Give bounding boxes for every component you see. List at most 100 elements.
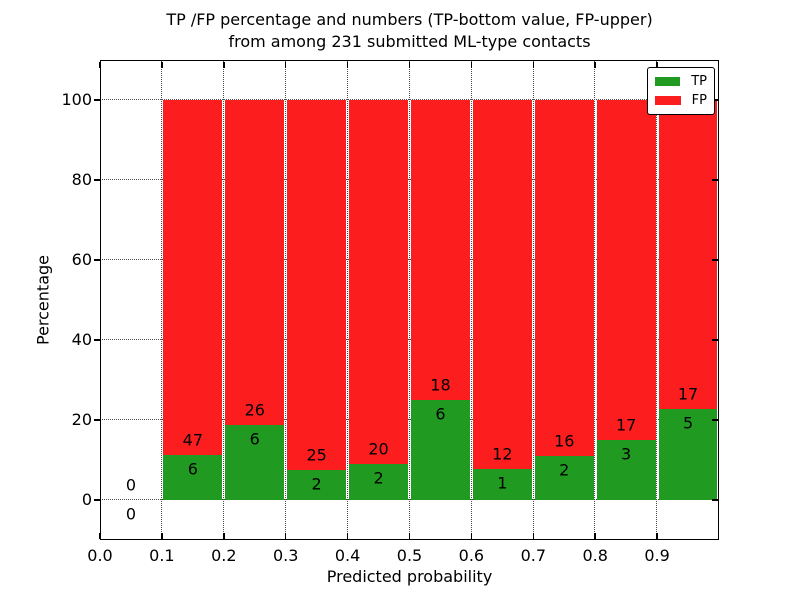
x-tick-label: 0.5 xyxy=(396,546,423,565)
x-tick-label: 0.0 xyxy=(87,546,113,565)
bar-tp-segment xyxy=(411,400,470,500)
chart-title-line-1: TP /FP percentage and numbers (TP-bottom… xyxy=(166,10,653,29)
gridline-v xyxy=(346,60,348,540)
y-tick-label: 100 xyxy=(61,90,92,109)
tp-count-label: 6 xyxy=(187,459,198,479)
tp-count-label: 6 xyxy=(435,404,446,424)
x-tick-top xyxy=(346,61,349,68)
plot-area-border xyxy=(100,60,719,540)
tp-count-label: 6 xyxy=(249,429,260,449)
y-tick-right xyxy=(711,419,718,421)
x-tick-top xyxy=(532,61,535,68)
bar-fp-segment xyxy=(472,100,532,470)
fp-count-label: 12 xyxy=(492,444,513,464)
x-tick-top xyxy=(470,61,473,68)
x-tick xyxy=(346,532,349,539)
legend: TP FP xyxy=(647,67,715,115)
x-tick xyxy=(99,532,101,539)
x-tick xyxy=(284,532,287,539)
legend-row: TP xyxy=(655,74,707,89)
bar-tp-segment xyxy=(287,470,347,500)
y-tick-label: 60 xyxy=(71,250,92,269)
x-tick-top xyxy=(284,61,287,68)
legend-row: FP xyxy=(655,93,707,108)
x-tick-label: 0.3 xyxy=(272,546,299,565)
bar-tp-segment xyxy=(534,455,594,500)
y-tick-right xyxy=(711,259,718,261)
y-tick xyxy=(94,179,100,181)
tp-count-label: 2 xyxy=(373,468,384,488)
bar-fp-segment xyxy=(349,100,408,464)
chart-title-line-2: from among 231 submitted ML-type contact… xyxy=(228,32,591,51)
tp-count-label: 2 xyxy=(559,460,570,480)
fp-count-label: 0 xyxy=(125,475,137,495)
fp-count-label: 18 xyxy=(430,375,451,395)
bar-fp-segment xyxy=(534,100,594,456)
legend-label: FP xyxy=(691,92,707,108)
gridline-v xyxy=(470,60,472,540)
x-tick-label: 0.8 xyxy=(582,546,608,565)
tp-count-label: 3 xyxy=(621,444,632,464)
gridline-v xyxy=(532,60,534,540)
bar-fp-segment xyxy=(596,100,656,440)
fp-count-label: 17 xyxy=(677,384,699,404)
x-axis-label: Predicted probability xyxy=(326,567,493,586)
y-tick-right xyxy=(711,339,718,341)
y-tick xyxy=(94,339,100,341)
y-tick-label: 20 xyxy=(71,410,92,429)
x-tick-top xyxy=(223,61,225,68)
fp-count-label: 17 xyxy=(615,415,637,435)
x-tick-label: 0.9 xyxy=(644,546,670,565)
legend-swatch-tp-icon xyxy=(655,77,681,87)
bar-fp-segment xyxy=(411,100,470,400)
bar-tp-segment xyxy=(658,409,718,500)
y-tick xyxy=(94,99,100,101)
x-tick xyxy=(161,532,163,539)
bar-tp-segment xyxy=(349,463,408,500)
y-tick xyxy=(94,259,100,261)
gridline-v xyxy=(161,60,163,540)
tp-count-label: 1 xyxy=(497,473,508,493)
tp-count-label: 2 xyxy=(311,474,322,494)
bar-tp-segment xyxy=(225,425,285,500)
y-tick xyxy=(94,419,100,421)
x-tick xyxy=(656,532,658,539)
legend-label: TP xyxy=(691,74,707,90)
gridline-v xyxy=(223,60,225,540)
tp-count-label: 5 xyxy=(682,413,694,433)
bar-tp-segment xyxy=(163,454,223,500)
x-tick xyxy=(223,532,225,539)
gridline-v xyxy=(408,60,410,540)
y-tick-right xyxy=(711,179,718,181)
x-tick-top xyxy=(656,61,658,68)
x-tick-label: 0.1 xyxy=(149,546,175,565)
tp-count-label: 0 xyxy=(125,504,137,524)
gridline-v xyxy=(656,60,658,540)
y-tick-label: 0 xyxy=(81,490,92,509)
x-tick-top xyxy=(161,61,163,68)
x-tick-top xyxy=(594,61,596,68)
bar-fp-segment xyxy=(163,100,223,455)
y-tick-right xyxy=(711,499,718,501)
fp-count-label: 25 xyxy=(306,445,327,465)
x-tick-label: 0.2 xyxy=(211,546,237,565)
bar-fp-segment xyxy=(225,100,285,425)
x-tick-top xyxy=(99,61,101,68)
x-tick xyxy=(532,532,535,539)
y-tick xyxy=(94,499,100,501)
x-tick-label: 0.7 xyxy=(520,546,547,565)
bar-tp-segment xyxy=(596,440,656,500)
fp-count-label: 47 xyxy=(182,430,204,450)
fp-count-label: 16 xyxy=(554,431,575,451)
gridline-v xyxy=(284,60,286,540)
x-tick-label: 0.6 xyxy=(458,546,485,565)
bar-fp-segment xyxy=(287,100,347,471)
y-tick-label: 40 xyxy=(71,330,92,349)
gridline-v xyxy=(594,60,596,540)
x-tick xyxy=(408,532,411,539)
bar-tp-segment xyxy=(472,469,532,500)
y-tick-label: 80 xyxy=(71,170,92,189)
fp-count-label: 26 xyxy=(244,400,265,420)
legend-swatch-fp-icon xyxy=(655,95,681,105)
